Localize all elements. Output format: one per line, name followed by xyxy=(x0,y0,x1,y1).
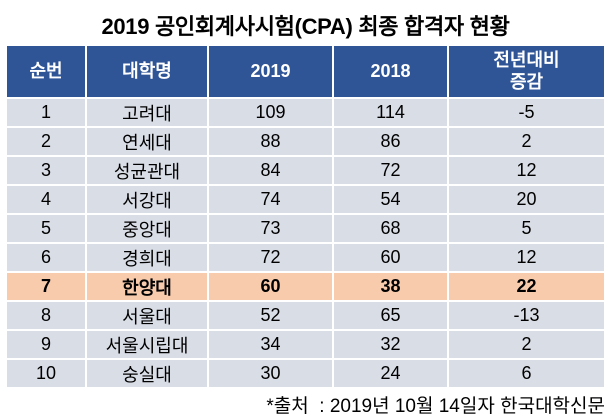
rank-cell: 3 xyxy=(7,157,85,184)
cpa-2019-cell: 109 xyxy=(209,99,332,126)
university-cell: 연세대 xyxy=(87,128,207,155)
table-row: 2 연세대 88 86 2 xyxy=(7,128,604,155)
cpa-2018-cell: 65 xyxy=(334,302,447,329)
university-cell: 서강대 xyxy=(87,186,207,213)
cpa-2018-cell: 54 xyxy=(334,186,447,213)
change-cell: 12 xyxy=(449,157,604,184)
table-row: 4 서강대 74 54 20 xyxy=(7,186,604,213)
cpa-2019-cell: 73 xyxy=(209,215,332,242)
table-row: 5 중앙대 73 68 5 xyxy=(7,215,604,242)
change-cell: 20 xyxy=(449,186,604,213)
rank-cell: 8 xyxy=(7,302,85,329)
col-header-rank: 순번 xyxy=(7,46,85,97)
col-header-change-line1: 전년대비 xyxy=(493,49,560,70)
col-header-university: 대학명 xyxy=(87,46,207,97)
university-cell: 경희대 xyxy=(87,244,207,271)
table-row: 6 경희대 72 60 12 xyxy=(7,244,604,271)
cpa-2018-cell: 60 xyxy=(334,244,447,271)
col-header-change: 전년대비 증감 xyxy=(449,46,604,97)
rank-cell: 5 xyxy=(7,215,85,242)
rank-cell: 7 xyxy=(7,273,85,300)
university-cell: 서울대 xyxy=(87,302,207,329)
cpa-2018-cell: 68 xyxy=(334,215,447,242)
table-row-highlighted: 7 한양대 60 38 22 xyxy=(7,273,604,300)
change-cell: 12 xyxy=(449,244,604,271)
header-row: 순번 대학명 2019 2018 전년대비 증감 xyxy=(7,46,604,97)
table-row: 10 숭실대 30 24 6 xyxy=(7,360,604,387)
rank-cell: 2 xyxy=(7,128,85,155)
change-cell: 22 xyxy=(449,273,604,300)
cpa-results-table: 순번 대학명 2019 2018 전년대비 증감 1 고려대 109 114 -… xyxy=(5,44,606,389)
page-title: 2019 공인회계사시험(CPA) 최종 합격자 현황 xyxy=(101,14,510,39)
university-cell: 서울시립대 xyxy=(87,331,207,358)
table-row: 8 서울대 52 65 -13 xyxy=(7,302,604,329)
cpa-2019-cell: 52 xyxy=(209,302,332,329)
university-cell: 중앙대 xyxy=(87,215,207,242)
table-row: 3 성균관대 84 72 12 xyxy=(7,157,604,184)
university-cell: 고려대 xyxy=(87,99,207,126)
table-header: 순번 대학명 2019 2018 전년대비 증감 xyxy=(7,46,604,97)
col-header-2018: 2018 xyxy=(334,46,447,97)
change-cell: 2 xyxy=(449,128,604,155)
table-body: 1 고려대 109 114 -5 2 연세대 88 86 2 3 성균관대 84… xyxy=(7,99,604,387)
rank-cell: 4 xyxy=(7,186,85,213)
col-header-2019: 2019 xyxy=(209,46,332,97)
cpa-2018-cell: 38 xyxy=(334,273,447,300)
change-cell: -5 xyxy=(449,99,604,126)
change-cell: 2 xyxy=(449,331,604,358)
rank-cell: 10 xyxy=(7,360,85,387)
cpa-2019-cell: 30 xyxy=(209,360,332,387)
change-cell: 6 xyxy=(449,360,604,387)
cpa-2019-cell: 74 xyxy=(209,186,332,213)
source-note: *출처 : 2019년 10월 14일자 한국대학신문 xyxy=(266,396,605,417)
cpa-2018-cell: 24 xyxy=(334,360,447,387)
cpa-2018-cell: 32 xyxy=(334,331,447,358)
cpa-2019-cell: 84 xyxy=(209,157,332,184)
university-cell: 성균관대 xyxy=(87,157,207,184)
cpa-2018-cell: 72 xyxy=(334,157,447,184)
cpa-2019-cell: 72 xyxy=(209,244,332,271)
change-cell: 5 xyxy=(449,215,604,242)
cpa-2019-cell: 60 xyxy=(209,273,332,300)
table-row: 9 서울시립대 34 32 2 xyxy=(7,331,604,358)
cpa-2018-cell: 86 xyxy=(334,128,447,155)
table-row: 1 고려대 109 114 -5 xyxy=(7,99,604,126)
rank-cell: 6 xyxy=(7,244,85,271)
cpa-2019-cell: 34 xyxy=(209,331,332,358)
university-cell: 한양대 xyxy=(87,273,207,300)
cpa-2018-cell: 114 xyxy=(334,99,447,126)
change-cell: -13 xyxy=(449,302,604,329)
university-cell: 숭실대 xyxy=(87,360,207,387)
col-header-change-line2: 증감 xyxy=(509,71,544,92)
rank-cell: 9 xyxy=(7,331,85,358)
rank-cell: 1 xyxy=(7,99,85,126)
cpa-2019-cell: 88 xyxy=(209,128,332,155)
